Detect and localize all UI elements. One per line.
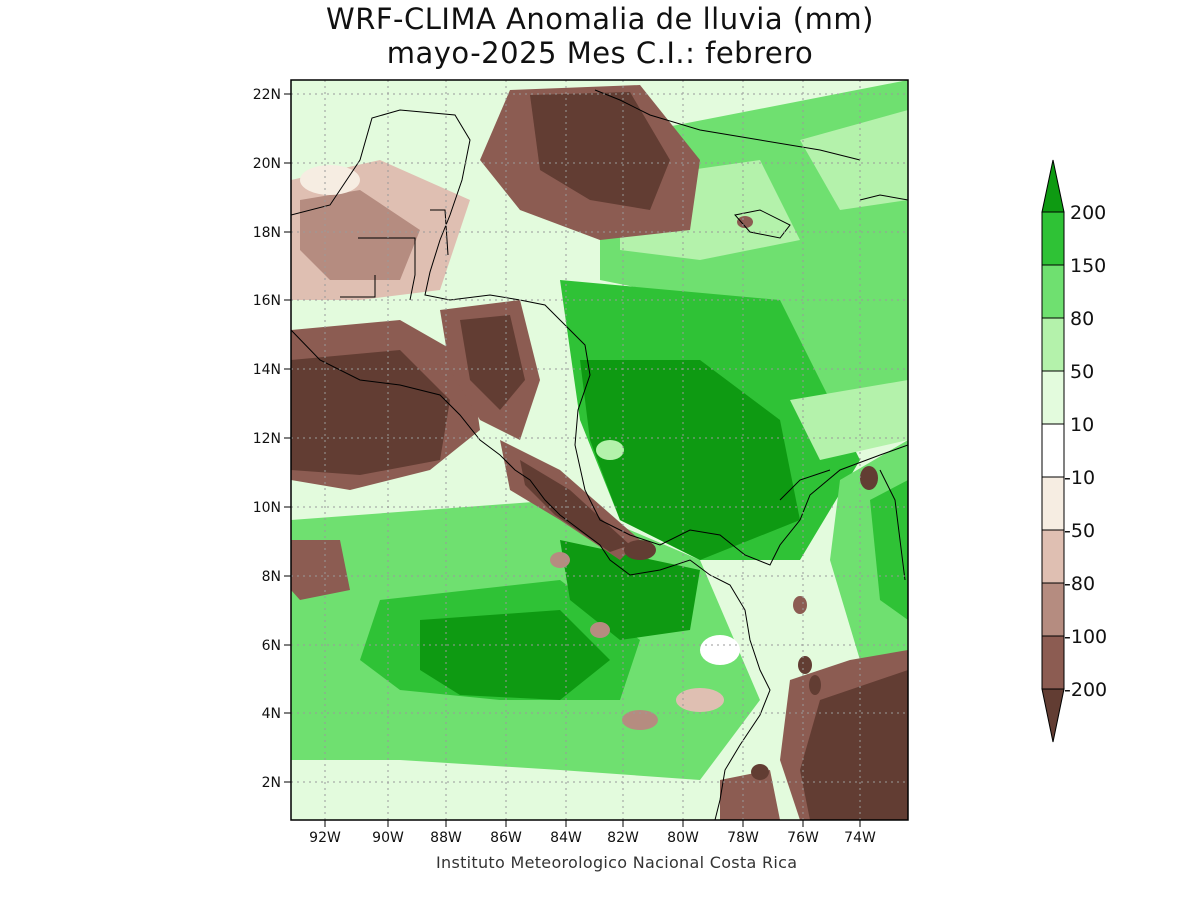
colorbar-label: -50 (1064, 520, 1095, 542)
lon-label: 80W (667, 830, 699, 846)
colorbar-label: 10 (1070, 414, 1094, 436)
colorbar-label: 150 (1070, 255, 1106, 277)
title-line-1: WRF-CLIMA Anomalia de lluvia (mm) (326, 2, 874, 36)
lon-label: 76W (787, 830, 819, 846)
colorbar (1041, 159, 1065, 743)
lat-label: 18N (253, 225, 281, 241)
colorbar-segment (1041, 635, 1065, 690)
lat-label: 12N (253, 431, 281, 447)
lat-label: 14N (253, 362, 281, 378)
plot-frame (290, 79, 909, 821)
latitude-labels: 22N 20N 18N 16N 14N 12N 10N 8N 6N 4N 2N (253, 87, 281, 791)
colorbar-segment (1041, 688, 1065, 743)
colorbar-label: -100 (1064, 626, 1107, 648)
grid-lines (291, 80, 908, 820)
lon-label: 86W (490, 830, 522, 846)
lon-label: 74W (844, 830, 876, 846)
colorbar-segment (1041, 423, 1065, 478)
lon-label: 90W (372, 830, 404, 846)
colorbar-segment (1041, 264, 1065, 319)
anomaly-field (291, 80, 908, 820)
colorbar-label: 50 (1070, 361, 1094, 383)
lat-label: 10N (253, 500, 281, 516)
lon-label: 84W (550, 830, 582, 846)
lon-label: 88W (430, 830, 462, 846)
colorbar-label: -200 (1064, 679, 1107, 701)
colorbar-segment (1041, 476, 1065, 531)
footer-credit: Instituto Meteorologico Nacional Costa R… (436, 853, 798, 872)
colorbar-segment (1041, 317, 1065, 372)
lon-label: 92W (309, 830, 341, 846)
lat-label: 6N (262, 638, 281, 654)
colorbar-label: 200 (1070, 202, 1106, 224)
lat-label: 8N (262, 569, 281, 585)
colorbar-label: -80 (1064, 573, 1095, 595)
coastlines (291, 89, 908, 820)
lat-label: 16N (253, 293, 281, 309)
colorbar-segment (1041, 370, 1065, 425)
colorbar-label: -10 (1064, 467, 1095, 489)
lat-label: 20N (253, 156, 281, 172)
colorbar-labels: 200 150 80 50 10 -10 -50 -80 -100 -200 (1064, 202, 1107, 701)
title-line-2: mayo-2025 Mes C.I.: febrero (386, 36, 814, 70)
longitude-labels: 92W 90W 88W 86W 84W 82W 80W 78W 76W 74W (309, 830, 876, 846)
lat-label: 2N (262, 775, 281, 791)
colorbar-segment (1041, 582, 1065, 637)
colorbar-segment (1041, 159, 1065, 213)
colorbar-label: 80 (1070, 308, 1094, 330)
colorbar-segment (1041, 211, 1065, 266)
lon-label: 82W (607, 830, 639, 846)
colorbar-segment (1041, 529, 1065, 584)
axis-ticks (284, 93, 861, 827)
lon-label: 78W (727, 830, 759, 846)
lat-label: 22N (253, 87, 281, 103)
lat-label: 4N (262, 706, 281, 722)
